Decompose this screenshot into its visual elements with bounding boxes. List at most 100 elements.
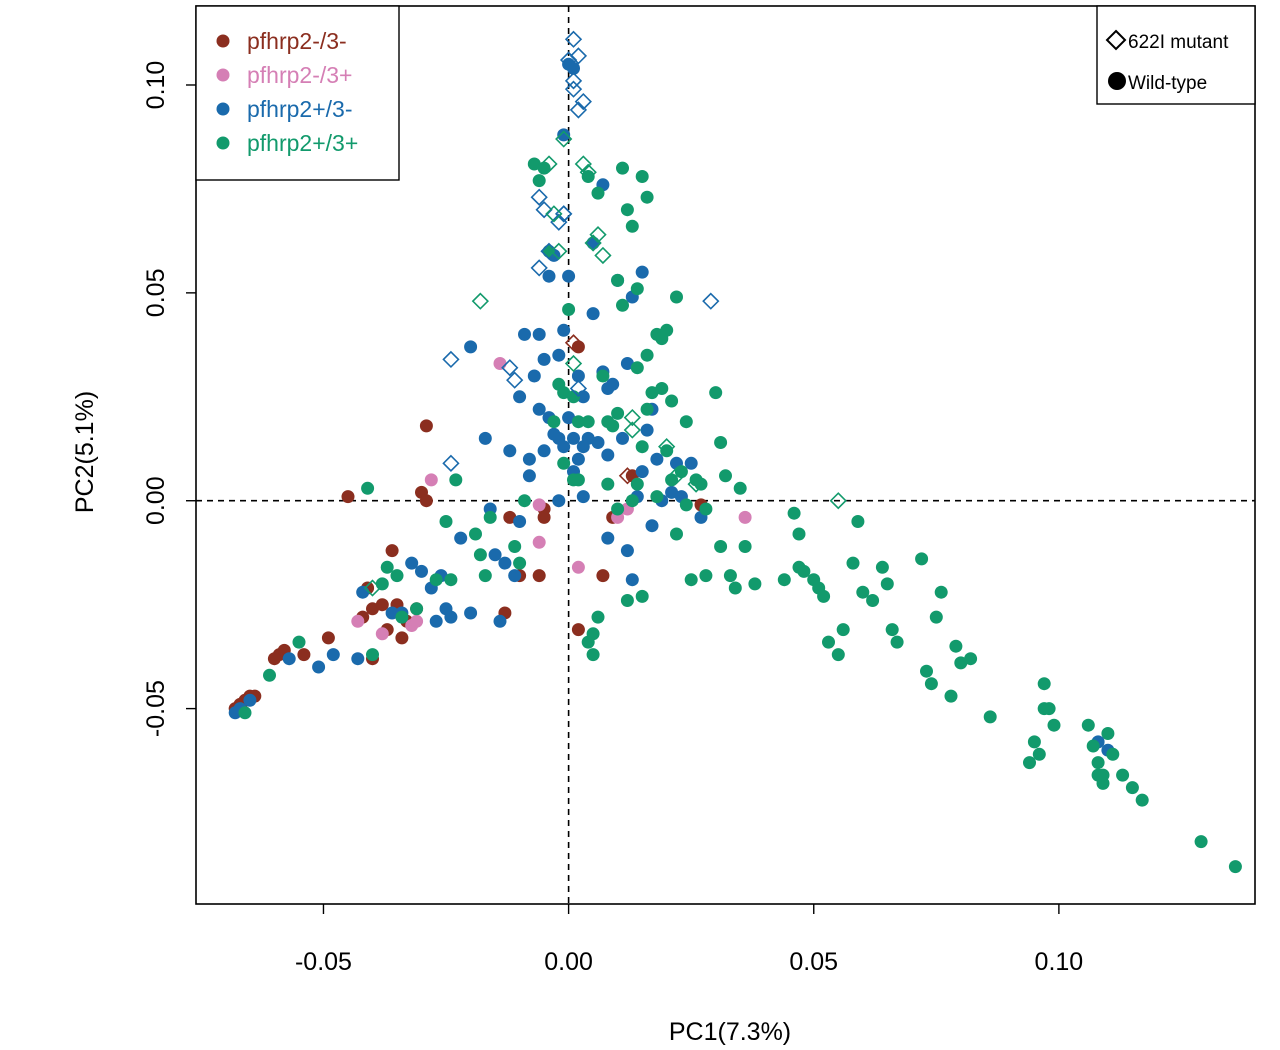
point-2-mutant-6 bbox=[535, 201, 553, 219]
point-2-wild-type-33 bbox=[532, 327, 546, 341]
point-2-wild-type-2 bbox=[243, 693, 257, 707]
point-2-mutant-13 bbox=[564, 80, 583, 98]
point-3-wild-type-45 bbox=[611, 406, 625, 420]
point-2-wild-type-80 bbox=[665, 485, 679, 499]
point-0-wild-type-9 bbox=[321, 631, 335, 645]
point-2-wild-type-51 bbox=[567, 431, 580, 445]
point-3-wild-type-120 bbox=[1096, 768, 1110, 782]
point-3-wild-type-58 bbox=[660, 444, 674, 458]
point-3-wild-type-70 bbox=[709, 386, 723, 400]
point-2-wild-type-19 bbox=[464, 340, 478, 354]
point-2-mutant-8 bbox=[550, 213, 568, 231]
point-3-wild-type-90 bbox=[846, 556, 860, 570]
point-3-wild-type-129 bbox=[616, 298, 629, 312]
point-3-wild-type-78 bbox=[748, 577, 762, 591]
point-2-mutant-5 bbox=[530, 188, 548, 206]
point-3-wild-type-8 bbox=[395, 610, 409, 624]
point-3-wild-type-121 bbox=[1101, 727, 1115, 740]
x-tick-label-1: 0.00 bbox=[544, 948, 593, 976]
point-3-wild-type-31 bbox=[567, 390, 580, 404]
point-3-wild-type-13 bbox=[449, 473, 463, 487]
point-2-mutant-2 bbox=[501, 359, 519, 377]
point-3-wild-type-110 bbox=[1032, 747, 1046, 761]
point-2-wild-type-32 bbox=[527, 369, 541, 383]
point-3-wild-type-48 bbox=[620, 203, 634, 217]
point-2-wild-type-44 bbox=[562, 269, 576, 283]
point-3-wild-type-16 bbox=[478, 569, 492, 583]
point-3-wild-type-24 bbox=[542, 244, 556, 258]
point-3-wild-type-22 bbox=[532, 174, 546, 188]
point-3-wild-type-114 bbox=[1047, 718, 1061, 732]
point-0-wild-type-17 bbox=[385, 544, 399, 558]
point-2-mutant-3 bbox=[506, 371, 524, 389]
point-3-wild-type-27 bbox=[557, 386, 571, 400]
point-3-wild-type-53 bbox=[635, 589, 649, 603]
point-2-wild-type-47 bbox=[562, 411, 576, 425]
point-2-mutant-15 bbox=[569, 101, 588, 119]
point-3-wild-type-64 bbox=[679, 415, 693, 429]
legend-markers-box bbox=[1096, 5, 1256, 105]
point-0-mutant-0 bbox=[564, 334, 583, 352]
point-2-wild-type-41 bbox=[552, 348, 566, 362]
point-3-wild-type-132 bbox=[635, 170, 649, 183]
point-2-wild-type-73 bbox=[635, 465, 649, 479]
point-3-wild-type-102 bbox=[934, 585, 948, 599]
point-3-wild-type-71 bbox=[714, 436, 728, 449]
point-3-wild-type-35 bbox=[581, 415, 595, 429]
point-3-wild-type-127 bbox=[1228, 860, 1242, 874]
point-3-wild-type-124 bbox=[1125, 781, 1139, 795]
point-2-mutant-12 bbox=[564, 72, 583, 90]
point-3-wild-type-139 bbox=[640, 348, 654, 362]
point-3-wild-type-7 bbox=[390, 569, 404, 583]
point-3-wild-type-100 bbox=[924, 677, 938, 691]
point-3-wild-type-10 bbox=[429, 573, 443, 587]
point-3-wild-type-80 bbox=[787, 506, 801, 520]
point-1-wild-type-3 bbox=[410, 614, 424, 628]
point-2-wild-type-7 bbox=[356, 585, 370, 599]
point-2-wild-type-24 bbox=[498, 556, 512, 570]
point-3-wild-type-82 bbox=[792, 527, 806, 541]
point-3-wild-type-37 bbox=[586, 648, 600, 662]
point-2-wild-type-54 bbox=[571, 452, 585, 466]
point-2-wild-type-20 bbox=[478, 431, 492, 445]
point-2-wild-type-74 bbox=[635, 265, 649, 279]
point-3-wild-type-38 bbox=[586, 627, 600, 641]
point-1-wild-type-7 bbox=[532, 535, 546, 549]
y-axis: -0.05 0.00 0.05 0.10 bbox=[142, 61, 196, 737]
point-2-mutant-17 bbox=[574, 92, 592, 111]
point-3-wild-type-17 bbox=[483, 510, 497, 524]
point-2-wild-type-28 bbox=[513, 390, 527, 404]
point-2-wild-type-50 bbox=[557, 440, 571, 454]
point-2-mutant-18 bbox=[702, 292, 720, 310]
point-2-wild-type-34 bbox=[532, 402, 546, 416]
point-2-wild-type-13 bbox=[429, 614, 443, 628]
point-2-wild-type-85 bbox=[576, 440, 590, 454]
point-3-wild-type-19 bbox=[513, 556, 527, 570]
point-3-mutant-13 bbox=[623, 421, 641, 439]
point-3-wild-type-133 bbox=[640, 190, 654, 204]
point-3-wild-type-69 bbox=[699, 569, 713, 583]
point-3-wild-type-96 bbox=[885, 623, 899, 637]
reference-lines bbox=[196, 6, 1255, 904]
point-0-wild-type-15 bbox=[375, 598, 389, 612]
point-3-mutant-4 bbox=[550, 242, 568, 260]
point-3-wild-type-15 bbox=[473, 548, 487, 562]
point-3-wild-type-91 bbox=[851, 515, 865, 528]
point-3-wild-type-12 bbox=[444, 573, 458, 587]
point-3-wild-type-25 bbox=[547, 415, 561, 429]
point-1-wild-type-0 bbox=[351, 614, 365, 628]
point-1-wild-type-6 bbox=[532, 498, 546, 512]
point-0-wild-type-8 bbox=[297, 648, 311, 662]
point-3-wild-type-67 bbox=[694, 477, 708, 491]
point-3-mutant-5 bbox=[555, 130, 573, 148]
point-3-wild-type-39 bbox=[591, 186, 605, 200]
point-3-wild-type-98 bbox=[915, 552, 929, 566]
y-tick-label-3: 0.10 bbox=[142, 61, 170, 110]
x-tick-label-3: 0.10 bbox=[1035, 948, 1084, 976]
x-axis-label: PC1(7.3%) bbox=[669, 1018, 791, 1046]
point-3-wild-type-77 bbox=[738, 540, 752, 553]
point-3-wild-type-21 bbox=[527, 157, 541, 171]
point-2-wild-type-48 bbox=[557, 128, 571, 142]
point-3-wild-type-55 bbox=[645, 386, 659, 400]
